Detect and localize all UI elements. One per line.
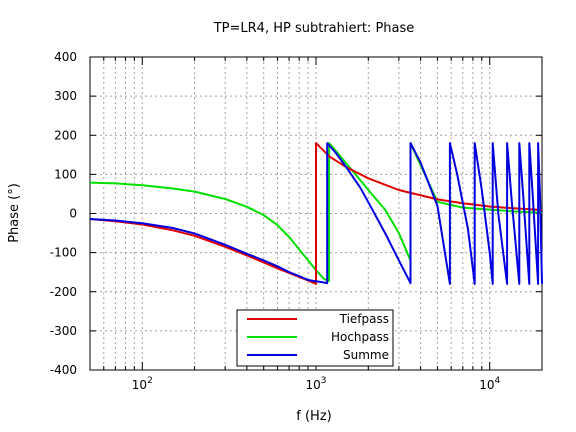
data-series xyxy=(89,142,543,285)
y-tick-label: -400 xyxy=(50,363,77,377)
y-tick-label: -200 xyxy=(50,285,77,299)
y-tick-labels: -400 -300 -200 -100 0 100 200 300 400 xyxy=(50,50,77,377)
series-summe-line xyxy=(89,142,543,285)
legend-label: Summe xyxy=(343,348,389,362)
legend-label: Hochpass xyxy=(331,330,389,344)
y-tick-label: -100 xyxy=(50,246,77,260)
x-tick-label: 102 xyxy=(132,376,153,392)
y-tick-label: 400 xyxy=(54,50,77,64)
y-tick-label: 300 xyxy=(54,89,77,103)
x-tick-label: 104 xyxy=(479,376,500,392)
y-tick-label: 100 xyxy=(54,167,77,181)
y-tick-label: 200 xyxy=(54,128,77,142)
legend: Tiefpass Hochpass Summe xyxy=(236,309,394,367)
y-axis-label: Phase (°) xyxy=(7,183,22,243)
x-tick-label: 103 xyxy=(305,376,326,392)
x-axis-label: f (Hz) xyxy=(296,409,331,424)
legend-label: Tiefpass xyxy=(339,312,389,326)
chart-title: TP=LR4, HP subtrahiert: Phase xyxy=(213,21,415,36)
x-tick-labels: 102 103 104 xyxy=(132,376,501,392)
y-tick-label: 0 xyxy=(69,207,77,221)
y-tick-label: -300 xyxy=(50,324,77,338)
